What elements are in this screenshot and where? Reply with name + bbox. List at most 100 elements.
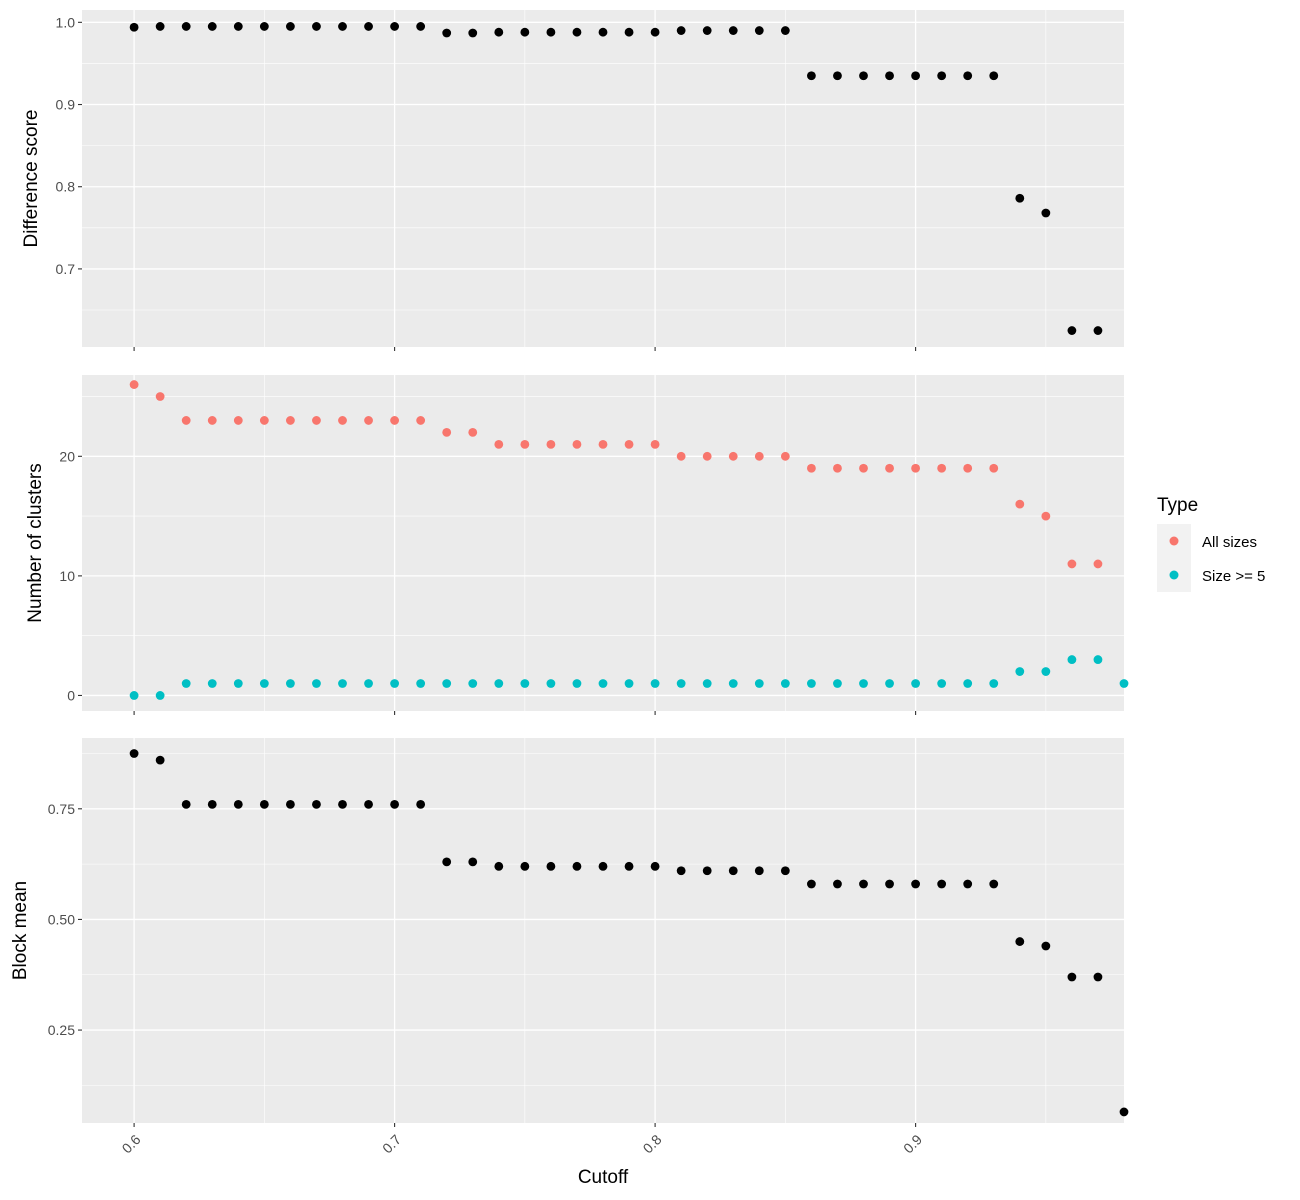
data-point	[546, 27, 556, 37]
data-point	[807, 679, 816, 688]
data-point	[520, 439, 530, 449]
data-point	[259, 679, 269, 688]
data-point	[937, 463, 947, 473]
panel-ticks: 0 10 20	[59, 448, 917, 715]
data-point	[1067, 655, 1077, 664]
data-point	[286, 22, 295, 31]
data-point	[181, 679, 191, 688]
y-tick-label: 0.9	[56, 97, 76, 113]
data-point	[1041, 667, 1051, 676]
data-point	[546, 439, 556, 449]
data-point	[520, 679, 530, 688]
data-point	[520, 861, 530, 871]
y-tick-label: 0.25	[48, 1022, 75, 1038]
panel-grid	[82, 738, 1124, 1123]
data-point	[1119, 679, 1129, 688]
data-point	[468, 28, 478, 38]
data-point	[233, 22, 243, 31]
data-point	[259, 799, 269, 809]
panel-ticks: 0.7 0.8 0.9 1.0	[56, 14, 917, 351]
panel-grid	[82, 375, 1124, 711]
data-point	[494, 27, 504, 37]
y-tick-label: 1.0	[56, 14, 76, 30]
data-point	[833, 679, 842, 688]
data-point	[1041, 511, 1051, 521]
data-point	[155, 755, 165, 765]
data-point	[859, 71, 868, 81]
data-point	[885, 679, 894, 688]
data-point	[494, 861, 504, 871]
data-point	[494, 439, 504, 449]
data-point	[1093, 559, 1103, 569]
data-point	[181, 416, 191, 425]
data-point	[233, 679, 243, 688]
data-point	[911, 71, 920, 81]
panel-background	[82, 375, 1124, 711]
data-point	[416, 22, 426, 31]
legend: Type All sizes Size >= 5	[1157, 495, 1265, 592]
data-point	[650, 679, 660, 688]
panel-difference-score: 0.7 0.8 0.9 1.0 Difference score	[21, 10, 1124, 351]
data-point	[754, 26, 764, 35]
data-point	[963, 71, 973, 81]
legend-label: All sizes	[1202, 534, 1257, 551]
data-point	[937, 679, 947, 688]
data-point	[442, 679, 452, 688]
data-point	[937, 879, 947, 889]
panel-background	[82, 10, 1124, 347]
data-point	[963, 679, 973, 688]
data-point	[364, 416, 373, 425]
data-point	[155, 22, 165, 31]
legend-item-all-sizes: All sizes	[1157, 524, 1257, 558]
data-point	[364, 799, 373, 809]
data-point	[207, 22, 217, 31]
data-point	[259, 22, 269, 31]
data-point	[338, 679, 347, 688]
data-point	[572, 861, 582, 871]
data-point	[1093, 326, 1103, 335]
x-tick-label: 0.6	[119, 1131, 144, 1156]
data-point	[676, 866, 686, 876]
data-point	[676, 451, 686, 461]
data-point	[989, 879, 999, 889]
x-tick-label: 0.7	[379, 1131, 404, 1156]
data-point	[624, 861, 634, 871]
data-point	[989, 463, 999, 473]
data-point	[390, 799, 399, 809]
data-point	[676, 26, 686, 35]
data-point	[181, 799, 191, 809]
panel-points	[129, 749, 1129, 1117]
data-point	[442, 427, 452, 437]
data-point	[442, 28, 452, 38]
legend-label: Size >= 5	[1202, 568, 1265, 585]
data-point	[963, 879, 973, 889]
data-point	[598, 679, 608, 688]
data-point	[338, 799, 347, 809]
y-tick-label: 20	[59, 448, 75, 464]
y-axis-title: Number of clusters	[25, 463, 46, 622]
data-point	[312, 22, 321, 31]
data-point	[754, 679, 764, 688]
data-point	[1015, 193, 1025, 203]
data-point	[780, 679, 790, 688]
data-point	[702, 866, 712, 876]
data-point	[728, 26, 738, 35]
data-point	[807, 879, 816, 889]
data-point	[207, 679, 217, 688]
data-point	[468, 427, 478, 437]
data-point	[728, 679, 738, 688]
data-point	[833, 879, 842, 889]
data-point	[416, 679, 426, 688]
data-point	[1093, 972, 1103, 982]
data-point	[494, 679, 504, 688]
y-tick-label: 0.75	[48, 801, 75, 817]
data-point	[129, 749, 139, 758]
data-point	[364, 679, 373, 688]
data-point	[911, 463, 920, 473]
data-point	[1119, 1107, 1129, 1117]
data-point	[364, 22, 373, 31]
data-point	[129, 691, 139, 700]
y-tick-label: 0.50	[48, 911, 75, 927]
data-point	[780, 26, 790, 35]
data-point	[780, 451, 790, 461]
